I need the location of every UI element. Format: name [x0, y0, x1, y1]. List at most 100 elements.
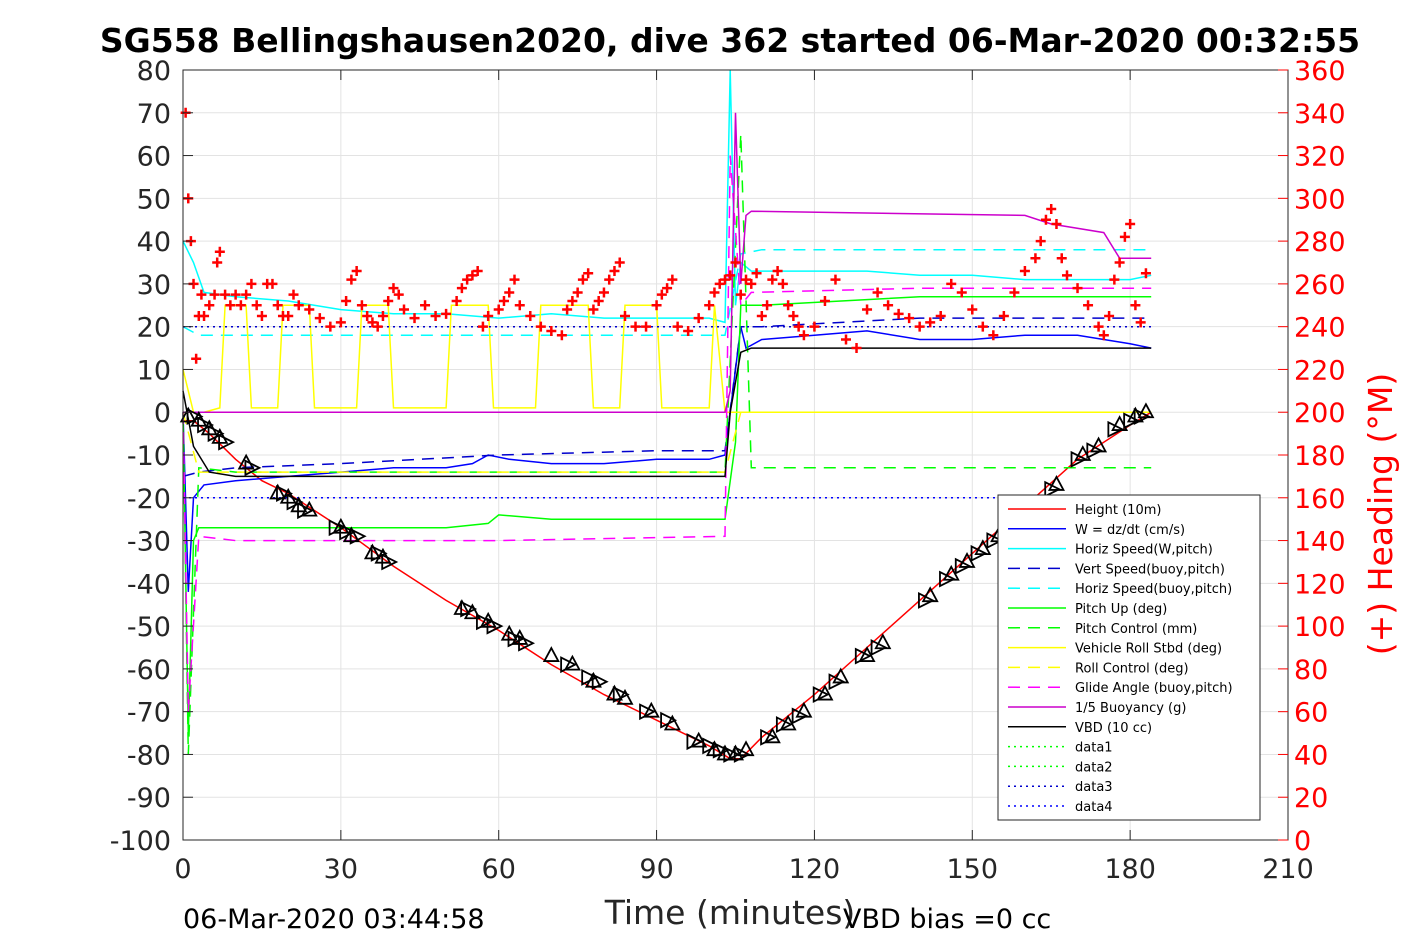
heading-point	[1009, 287, 1020, 298]
heading-point	[777, 278, 788, 289]
heading-point	[230, 289, 241, 300]
heading-point	[1119, 231, 1130, 242]
y-axis-label-right: (+) Heading (°M)	[1361, 373, 1400, 655]
heading-point	[212, 257, 223, 268]
x-tick-label: 30	[324, 854, 358, 885]
heading-point	[572, 287, 583, 298]
depth-marker	[563, 654, 581, 671]
heading-point	[256, 310, 267, 321]
heading-point	[367, 317, 378, 328]
heading-point	[456, 283, 467, 294]
heading-point	[946, 278, 957, 289]
heading-point	[977, 321, 988, 332]
heading-point	[604, 274, 615, 285]
legend-label: W = dz/dt (cm/s)	[1075, 523, 1185, 538]
depth-marker	[297, 502, 315, 520]
y-tick-label-right: 140	[1294, 527, 1346, 558]
depth-marker	[832, 667, 850, 684]
depth-marker	[1074, 445, 1092, 461]
legend-label: Horiz Speed(buoy,pitch)	[1075, 582, 1232, 597]
y-tick-label-right: 60	[1294, 698, 1328, 729]
heading-point	[272, 300, 283, 311]
heading-point	[788, 310, 799, 321]
heading-point	[577, 274, 588, 285]
legend-label: Vehicle Roll Stbd (deg)	[1075, 642, 1222, 657]
heading-point	[683, 325, 694, 336]
heading-point	[614, 257, 625, 268]
series-line-10	[183, 112, 1152, 413]
heading-point	[493, 304, 504, 315]
heading-point	[1072, 283, 1083, 294]
heading-point	[383, 296, 394, 306]
heading-point	[851, 343, 862, 354]
depth-marker	[1047, 475, 1065, 491]
heading-point	[872, 287, 883, 298]
depth-marker	[1137, 402, 1155, 419]
heading-point	[225, 300, 236, 311]
chart-title: SG558 Bellingshausen2020, dive 362 start…	[100, 21, 1360, 60]
y-tick-label: 60	[137, 142, 171, 173]
depth-marker	[958, 552, 976, 568]
heading-point	[798, 330, 809, 341]
heading-point	[651, 300, 662, 311]
heading-layer	[180, 107, 1151, 364]
y-tick-label: 10	[137, 355, 171, 386]
y-tick-label-right: 40	[1294, 740, 1328, 771]
y-tick-label: 70	[137, 99, 171, 130]
heading-point	[1125, 219, 1136, 229]
heading-point	[662, 283, 673, 294]
heading-point	[293, 300, 304, 311]
heading-point	[399, 304, 409, 315]
depth-marker	[1090, 436, 1108, 453]
depth-marker	[639, 703, 657, 721]
heading-point	[588, 304, 599, 315]
y-tick-label-right: 260	[1294, 270, 1346, 301]
y-tick-label-right: 200	[1294, 398, 1346, 429]
depth-marker	[476, 613, 493, 631]
legend-label: Horiz Speed(W,pitch)	[1075, 543, 1213, 558]
heading-point	[1104, 310, 1115, 321]
heading-point	[341, 296, 352, 306]
depth-marker	[974, 539, 992, 556]
depth-marker	[349, 527, 367, 545]
y-tick-label-right: 20	[1294, 783, 1328, 814]
y-tick-label-right: 220	[1294, 355, 1346, 386]
y-tick-label-right: 180	[1294, 441, 1346, 472]
x-tick-label: 90	[639, 854, 673, 885]
heading-point	[283, 310, 294, 321]
heading-point	[746, 278, 757, 289]
heading-point	[472, 266, 483, 277]
y-tick-label: 0	[154, 398, 171, 429]
heading-point	[498, 296, 509, 306]
heading-point	[767, 274, 778, 285]
heading-point	[641, 321, 652, 332]
heading-point	[204, 300, 215, 311]
heading-point	[725, 270, 736, 281]
legend-label: data3	[1075, 780, 1113, 795]
depth-marker	[542, 646, 560, 662]
y-tick-label-right: 240	[1294, 313, 1346, 344]
heading-point	[556, 330, 567, 341]
series-line-2	[182, 69, 1152, 324]
heading-point	[714, 278, 725, 289]
x-tick-label: 120	[789, 854, 841, 885]
heading-point	[935, 310, 946, 321]
heading-point	[783, 300, 794, 311]
heading-point	[904, 313, 915, 324]
legend-label: Pitch Control (mm)	[1075, 622, 1197, 637]
heading-point	[562, 304, 573, 315]
heading-point	[709, 287, 720, 298]
heading-point	[1093, 321, 1104, 332]
depth-marker	[921, 586, 939, 603]
depth-marker	[723, 745, 741, 763]
y-tick-label-right: 360	[1294, 56, 1346, 87]
heading-point	[883, 300, 894, 311]
x-tick-label: 60	[482, 854, 516, 885]
series-line-8	[182, 411, 1152, 473]
depth-marker	[381, 553, 399, 571]
legend-label: Glide Angle (buoy,pitch)	[1075, 681, 1233, 696]
legend-label: data4	[1075, 800, 1113, 815]
y-tick-label-right: 300	[1294, 184, 1346, 215]
heading-point	[356, 300, 367, 311]
y-tick-label-right: 100	[1294, 612, 1346, 643]
